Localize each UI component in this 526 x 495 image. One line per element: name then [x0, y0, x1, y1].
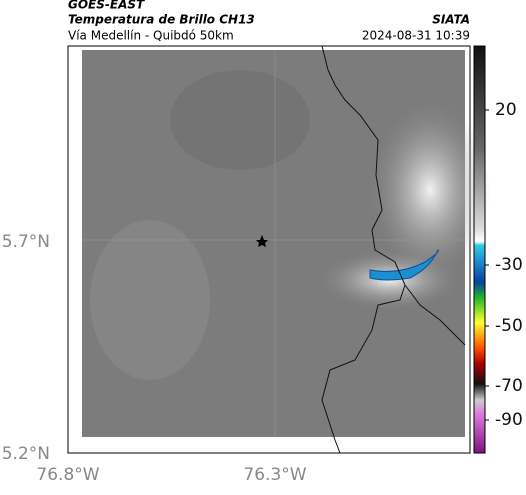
- bright-cloud: [370, 100, 490, 280]
- lon-label: 76.3°W: [243, 465, 306, 485]
- lat-label: 5.2°N: [2, 444, 50, 464]
- colorbar-tick-label: -70: [495, 376, 523, 396]
- city-marker: [256, 235, 268, 247]
- colorbar-tick-label: -50: [495, 316, 523, 336]
- cloud-texture: [170, 70, 310, 170]
- border: [321, 45, 406, 454]
- colorbar-tick-label: 20: [495, 100, 517, 120]
- map: [67, 45, 490, 454]
- product: GOES-EAST: [68, 0, 145, 12]
- lat-label: 5.7°N: [2, 232, 50, 252]
- colorbar-tick-label: -90: [495, 410, 523, 430]
- border: [404, 284, 466, 346]
- route: Vía Medellín - Quibdó 50km: [68, 29, 234, 43]
- colorbar: [473, 45, 486, 454]
- timestamp: 2024-08-31 10:39: [362, 29, 470, 43]
- cold-cloud: [369, 249, 439, 281]
- lon-label: 76.8°W: [36, 465, 99, 485]
- brand: SIATA: [432, 13, 470, 27]
- title: Temperatura de Brillo CH13: [68, 13, 255, 27]
- colorbar-ticks: 20 -30 -50 -70 -90: [485, 100, 523, 430]
- cloud-texture: [90, 220, 210, 380]
- colorbar-tick-label: -30: [495, 255, 523, 275]
